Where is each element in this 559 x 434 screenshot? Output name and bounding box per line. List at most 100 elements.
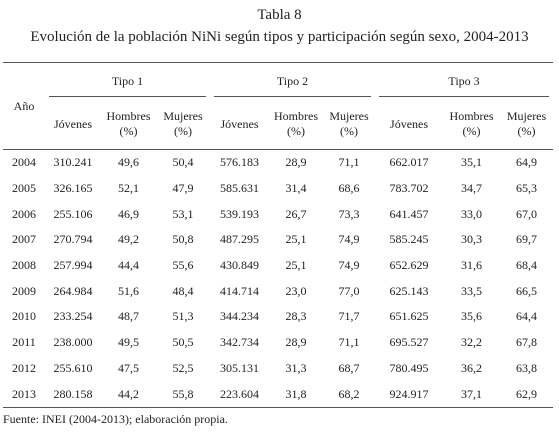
data-row: 2005 326.165 52,1 47,9 585.631 31,4 68,6 783.70… — [3, 176, 553, 202]
group-label: Tipo 2 — [214, 66, 372, 97]
value-cell: 25,1 — [285, 232, 307, 247]
value-cell: 52,1 — [118, 181, 139, 196]
data-row: 2013 280.158 44,2 55,8 223.604 31,8 68,2 924.91… — [3, 381, 553, 407]
value-cell: 44,2 — [118, 386, 139, 401]
value-cell: 625.143 — [389, 283, 429, 298]
value-cell: 37,1 — [461, 386, 483, 401]
table-subtitle: Evolución de la población NiNi según tip… — [30, 29, 529, 45]
column-header: Hombres (%) — [443, 99, 501, 150]
value-cell: 77,0 — [338, 283, 360, 298]
table-title: Tabla 8 — [257, 7, 302, 23]
value-cell: 31,3 — [285, 360, 307, 375]
value-cell: 23,0 — [285, 283, 307, 298]
value-cell: 49,6 — [118, 155, 139, 170]
data-row: 2009 264.984 51,6 48,4 414.714 23,0 77,0 625.14… — [3, 278, 553, 304]
value-cell: 36,2 — [461, 360, 483, 375]
column-label: Jóvenes — [390, 116, 429, 131]
group-label: Tipo 3 — [379, 66, 550, 97]
column-label: Hombres (%) — [449, 109, 494, 138]
value-cell: 31,8 — [285, 386, 307, 401]
value-cell: 44,4 — [118, 258, 139, 273]
value-cell: 51,3 — [172, 309, 194, 324]
value-cell: 28,3 — [285, 309, 307, 324]
value-cell: 780.495 — [389, 360, 429, 375]
value-cell: 49,2 — [118, 232, 139, 247]
year-cell: 2004 — [12, 155, 36, 170]
value-cell: 25,1 — [285, 258, 307, 273]
value-cell: 585.631 — [220, 181, 260, 196]
column-label: Mujeres (%) — [163, 109, 203, 138]
value-cell: 62,9 — [516, 386, 538, 401]
value-cell: 64,4 — [516, 309, 538, 324]
value-cell: 50,8 — [172, 232, 194, 247]
value-cell: 50,5 — [172, 335, 194, 350]
group-header: Tipo 2 — [210, 63, 375, 100]
subheader-row: Jóvenes Hombres (%) Mujeres (%) Jóvenes Homb… — [3, 99, 554, 150]
value-cell: 68,7 — [338, 360, 360, 375]
column-label: Hombres (%) — [106, 109, 151, 138]
value-cell: 69,7 — [516, 232, 538, 247]
data-row: 2007 270.794 49,2 50,8 487.295 25,1 74,9 585.24… — [3, 227, 553, 253]
value-cell: 49,5 — [118, 335, 139, 350]
value-cell: 233.254 — [53, 309, 93, 324]
data-row: 2010 233.254 48,7 51,3 344.234 28,3 71,7 651.62… — [3, 304, 553, 330]
column-header: Mujeres (%) — [323, 99, 376, 150]
value-cell: 585.245 — [389, 232, 429, 247]
value-cell: 67,8 — [516, 335, 538, 350]
value-cell: 695.527 — [389, 335, 429, 350]
year-cell: 2007 — [12, 232, 36, 247]
year-cell: 2010 — [12, 309, 36, 324]
column-header: Jóvenes — [210, 99, 270, 150]
group-label: Tipo 1 — [49, 66, 207, 97]
value-cell: 71,7 — [338, 309, 360, 324]
value-cell: 255.610 — [53, 360, 93, 375]
value-cell: 32,2 — [461, 335, 483, 350]
year-cell: 2012 — [12, 360, 36, 375]
value-cell: 344.234 — [220, 309, 260, 324]
value-cell: 53,1 — [172, 206, 194, 221]
value-cell: 487.295 — [220, 232, 260, 247]
value-cell: 280.158 — [53, 386, 93, 401]
column-header: Hombres (%) — [269, 99, 324, 150]
data-row: 2008 257.994 44,4 55,6 430.849 25,1 74,9 652.62… — [3, 253, 553, 279]
header-row: Año Tipo 1 Tipo 2 Tipo 3 — [3, 62, 553, 150]
value-cell: 51,6 — [118, 283, 139, 298]
value-cell: 28,9 — [285, 155, 307, 170]
value-cell: 783.702 — [389, 181, 429, 196]
value-cell: 47,9 — [172, 181, 194, 196]
value-cell: 48,7 — [118, 309, 139, 324]
value-cell: 55,6 — [172, 258, 194, 273]
data-row: 2004 310.241 49,6 50,4 576.183 28,9 71,1 662.01… — [3, 150, 553, 176]
value-cell: 651.625 — [389, 309, 429, 324]
year-cell: 2013 — [12, 386, 36, 401]
value-cell: 430.849 — [220, 258, 260, 273]
value-cell: 26,7 — [285, 206, 307, 221]
value-cell: 71,1 — [338, 335, 360, 350]
year-cell: 2009 — [12, 283, 36, 298]
value-cell: 223.604 — [220, 386, 260, 401]
value-cell: 30,3 — [461, 232, 483, 247]
column-label: Jóvenes — [54, 116, 92, 131]
value-cell: 68,4 — [516, 258, 538, 273]
value-cell: 924.917 — [389, 386, 429, 401]
year-cell: 2005 — [12, 181, 36, 196]
value-cell: 68,2 — [338, 386, 360, 401]
value-cell: 50,4 — [172, 155, 194, 170]
data-table: Año Tipo 1 Tipo 2 Tipo 3 Jóvenes Hombres (%) M… — [3, 62, 554, 408]
column-header: Mujeres (%) — [500, 99, 554, 150]
value-cell: 67,0 — [516, 206, 538, 221]
value-cell: 73,3 — [338, 206, 360, 221]
value-cell: 35,6 — [461, 309, 483, 324]
value-cell: 257.994 — [53, 258, 93, 273]
value-cell: 34,7 — [461, 181, 483, 196]
value-cell: 662.017 — [389, 155, 429, 170]
value-cell: 270.794 — [53, 232, 93, 247]
value-cell: 35,1 — [461, 155, 483, 170]
value-cell: 576.183 — [220, 155, 260, 170]
value-cell: 310.241 — [53, 155, 93, 170]
year-cell: 2006 — [12, 206, 36, 221]
column-label: Jóvenes — [220, 116, 259, 131]
column-label: Mujeres (%) — [329, 109, 369, 138]
year-cell: 2008 — [12, 258, 36, 273]
